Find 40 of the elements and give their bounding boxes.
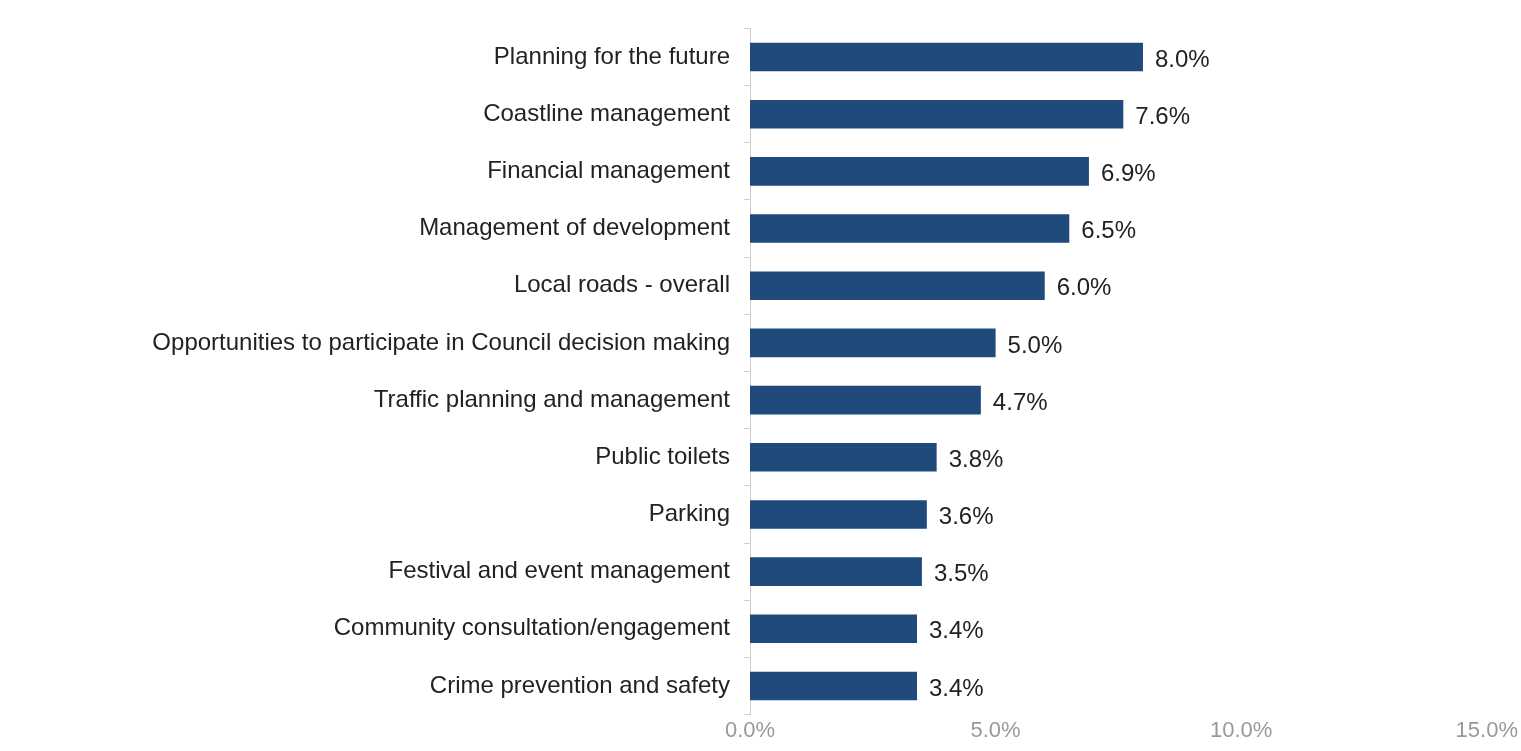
bar: [750, 42, 1143, 72]
bar: [750, 99, 1124, 129]
data-label: 3.4%: [929, 616, 984, 644]
data-label: 3.8%: [948, 444, 1004, 472]
y-tick-label: Community consultation/engagement: [333, 613, 731, 641]
bar: [750, 271, 1045, 301]
x-tick-label: 0.0%: [724, 716, 776, 742]
data-label: 3.6%: [938, 502, 994, 530]
y-tick-label: Parking: [648, 499, 730, 527]
bar: [750, 385, 981, 415]
data-label: 3.4%: [929, 673, 984, 701]
bar: [750, 442, 937, 472]
y-tick-label: Opportunities to participate in Council decision making: [152, 327, 730, 355]
y-tick-label: Festival and event management: [388, 556, 731, 584]
y-tick-label: Public toilets: [595, 441, 730, 469]
data-label: 4.7%: [992, 387, 1048, 415]
bar: [750, 671, 918, 701]
bar: [750, 214, 1070, 243]
bar: [750, 328, 996, 358]
data-label: 6.9%: [1100, 158, 1156, 186]
data-label: 6.0%: [1056, 273, 1112, 301]
y-tick-label: Local roads - overall: [513, 270, 730, 298]
y-tick-label: Coastline management: [483, 98, 731, 126]
data-label: 7.6%: [1135, 101, 1191, 129]
y-tick-label: Management of development: [419, 213, 731, 241]
data-label: 6.5%: [1081, 216, 1136, 244]
data-label: 8.0%: [1154, 44, 1210, 72]
data-label: 5.0%: [1007, 330, 1063, 358]
x-tick-label: 15.0%: [1455, 716, 1519, 742]
y-tick-label: Financial management: [487, 155, 731, 183]
y-tick-label: Traffic planning and management: [373, 384, 731, 412]
y-tick-label: Crime prevention and safety: [429, 670, 730, 698]
bar: [750, 500, 927, 529]
data-label: 3.5%: [933, 559, 989, 587]
x-tick-label: 10.0%: [1210, 716, 1273, 742]
bar: [750, 557, 922, 586]
y-tick-label: Planning for the future: [493, 41, 730, 69]
bar: [750, 157, 1089, 186]
x-tick-label: 5.0%: [970, 716, 1021, 742]
bar: [750, 614, 918, 644]
